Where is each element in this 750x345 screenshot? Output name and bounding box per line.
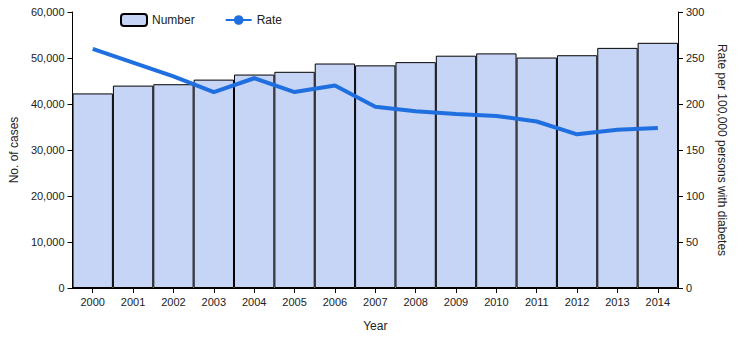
- svg-text:2010: 2010: [484, 296, 508, 308]
- svg-text:2014: 2014: [646, 296, 670, 308]
- svg-text:Number: Number: [152, 13, 195, 27]
- svg-text:2006: 2006: [323, 296, 347, 308]
- svg-text:2002: 2002: [161, 296, 185, 308]
- svg-text:100: 100: [686, 190, 704, 202]
- svg-text:150: 150: [686, 144, 704, 156]
- svg-text:2004: 2004: [242, 296, 266, 308]
- svg-text:2003: 2003: [202, 296, 226, 308]
- svg-text:2012: 2012: [565, 296, 589, 308]
- svg-text:No. of cases: No. of cases: [7, 117, 21, 184]
- svg-text:2009: 2009: [444, 296, 468, 308]
- svg-text:Rate: Rate: [257, 13, 283, 27]
- svg-text:2008: 2008: [403, 296, 427, 308]
- svg-text:Year: Year: [363, 319, 387, 333]
- svg-text:2013: 2013: [605, 296, 629, 308]
- svg-text:2001: 2001: [121, 296, 145, 308]
- svg-text:2005: 2005: [282, 296, 306, 308]
- svg-text:2007: 2007: [363, 296, 387, 308]
- svg-text:10,000: 10,000: [31, 236, 65, 248]
- svg-text:50: 50: [686, 236, 698, 248]
- svg-text:40,000: 40,000: [31, 98, 65, 110]
- svg-text:0: 0: [58, 282, 64, 294]
- svg-text:30,000: 30,000: [31, 144, 65, 156]
- svg-text:50,000: 50,000: [31, 52, 65, 64]
- svg-text:250: 250: [686, 52, 704, 64]
- svg-text:0: 0: [686, 282, 692, 294]
- svg-text:2000: 2000: [80, 296, 104, 308]
- svg-text:20,000: 20,000: [31, 190, 65, 202]
- svg-text:60,000: 60,000: [31, 6, 65, 18]
- svg-text:200: 200: [686, 98, 704, 110]
- svg-text:2011: 2011: [525, 296, 549, 308]
- svg-text:300: 300: [686, 6, 704, 18]
- svg-text:Rate per 100,000 persons with: Rate per 100,000 persons with diabetes: [715, 44, 729, 256]
